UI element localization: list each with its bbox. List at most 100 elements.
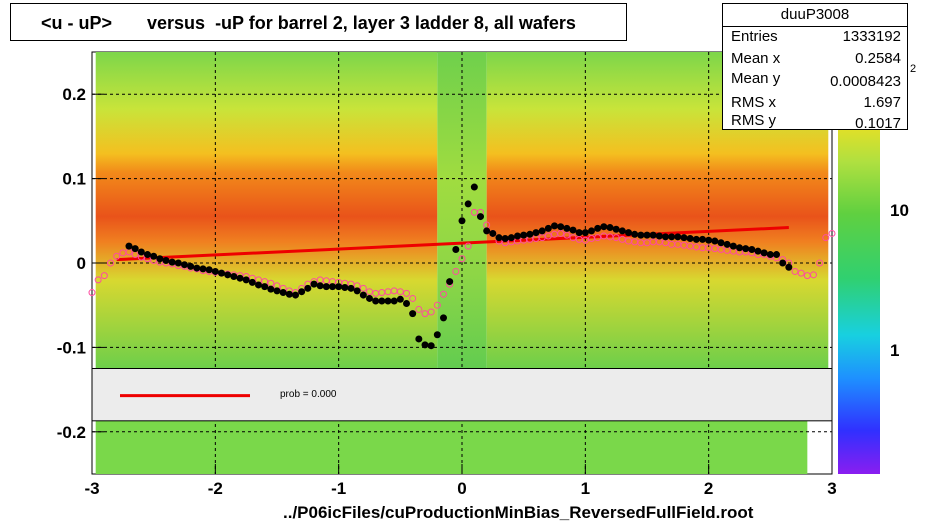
palette-tick-label: 10	[890, 201, 909, 220]
fit-probability-label: prob = 0.000	[280, 389, 337, 400]
profile-filled-points	[125, 183, 793, 350]
profile-filled-point	[742, 245, 750, 253]
profile-filled-point	[729, 242, 737, 250]
x-tick-label: 3	[827, 479, 836, 498]
profile-open-point	[403, 289, 410, 297]
profile-filled-point	[218, 269, 225, 277]
profile-filled-point	[279, 289, 287, 297]
profile-filled-point	[736, 244, 743, 252]
y-tick-label: -0.1	[57, 338, 86, 357]
profile-open-point	[828, 229, 836, 237]
profile-filled-point	[563, 224, 571, 232]
profile-filled-point	[150, 252, 158, 260]
profile-filled-point	[643, 231, 651, 239]
profile-filled-point	[137, 248, 145, 256]
profile-filled-point	[501, 235, 509, 243]
y-tick-label: 0	[77, 254, 86, 273]
profile-filled-point	[520, 231, 528, 239]
stats-key: Entries	[731, 28, 778, 45]
profile-filled-point	[396, 295, 404, 303]
profile-open-point	[563, 231, 571, 239]
stats-value: 0.0008423	[830, 73, 901, 90]
profile-filled-point	[458, 217, 466, 225]
profile-filled-point	[248, 278, 256, 286]
profile-filled-point	[446, 278, 454, 286]
profile-filled-point	[668, 233, 676, 241]
profile-open-point	[544, 232, 552, 240]
profile-filled-point	[427, 342, 435, 350]
profile-filled-point	[131, 245, 139, 253]
profile-filled-point	[785, 263, 793, 271]
profile-filled-point	[723, 240, 731, 248]
profile-open-point	[421, 310, 429, 318]
profile-open-point	[810, 271, 817, 279]
profile-filled-point	[686, 235, 694, 243]
fit-line-group	[116, 226, 789, 262]
profile-filled-point	[384, 297, 392, 305]
profile-open-point	[427, 308, 435, 316]
profile-filled-point	[773, 251, 780, 259]
stats-name: duuP3008	[723, 4, 907, 27]
profile-filled-point	[495, 234, 503, 242]
profile-filled-point	[662, 233, 669, 241]
profile-open-point	[612, 234, 620, 242]
profile-open-point	[464, 242, 472, 250]
profile-filled-point	[261, 283, 269, 291]
profile-filled-point	[205, 266, 213, 274]
profile-open-point	[594, 234, 602, 242]
profile-filled-point	[273, 287, 281, 295]
x-tick-label: -2	[208, 479, 223, 498]
stats-row-mean-y: Mean y 0.0008423	[731, 70, 901, 92]
stats-key: RMS x	[731, 94, 776, 111]
stats-row-rms-y: RMS y 0.1017	[731, 112, 901, 134]
profile-filled-point	[526, 230, 534, 238]
profile-filled-point	[181, 261, 188, 269]
profile-filled-point	[193, 264, 201, 272]
profile-open-point	[433, 301, 441, 309]
profile-open-point	[366, 288, 373, 296]
profile-open-point	[618, 235, 626, 243]
profile-filled-point	[187, 262, 195, 270]
profile-filled-point	[390, 297, 398, 305]
profile-filled-point	[242, 276, 250, 284]
profile-filled-point	[464, 200, 472, 208]
profile-filled-point	[403, 300, 410, 308]
profile-filled-point	[409, 310, 417, 318]
profile-filled-point	[594, 224, 602, 232]
profile-open-point	[409, 294, 417, 302]
profile-filled-point	[754, 247, 762, 255]
profile-filled-point	[625, 229, 632, 237]
profile-filled-point	[680, 234, 688, 242]
profile-filled-point	[372, 297, 380, 305]
profile-filled-point	[618, 227, 626, 235]
profile-filled-point	[674, 233, 682, 241]
profile-filled-point	[236, 274, 244, 282]
profile-open-point	[94, 276, 102, 284]
profile-open-point	[113, 252, 121, 260]
stats-box: duuP3008 Entries 1333192 Mean x 0.2584 M…	[722, 3, 908, 132]
profile-filled-point	[655, 232, 663, 240]
heat-band-bottom	[95, 420, 808, 474]
stats-value: 0.2584	[855, 50, 901, 67]
profile-filled-point	[310, 280, 318, 288]
profile-open-point	[452, 267, 460, 275]
stats-value: 1.697	[863, 94, 901, 111]
profile-filled-point	[366, 294, 373, 302]
x-tick-label: -3	[84, 479, 99, 498]
profile-filled-point	[378, 297, 386, 305]
profile-filled-point	[470, 183, 478, 191]
profile-filled-point	[606, 224, 614, 232]
profile-filled-point	[717, 239, 725, 247]
palette-partial-label: 2	[910, 63, 916, 75]
profile-filled-point	[569, 226, 577, 234]
profile-filled-point	[224, 271, 232, 279]
stats-value: 1333192	[842, 28, 901, 45]
palette-labels: 10 1 2	[890, 63, 916, 360]
profile-filled-point	[322, 283, 330, 291]
profile-open-points	[88, 208, 836, 318]
profile-filled-point	[255, 281, 262, 289]
profile-filled-point	[452, 245, 460, 253]
profile-filled-point	[612, 225, 620, 233]
profile-filled-point	[174, 259, 182, 267]
fit-panel	[91, 368, 833, 422]
